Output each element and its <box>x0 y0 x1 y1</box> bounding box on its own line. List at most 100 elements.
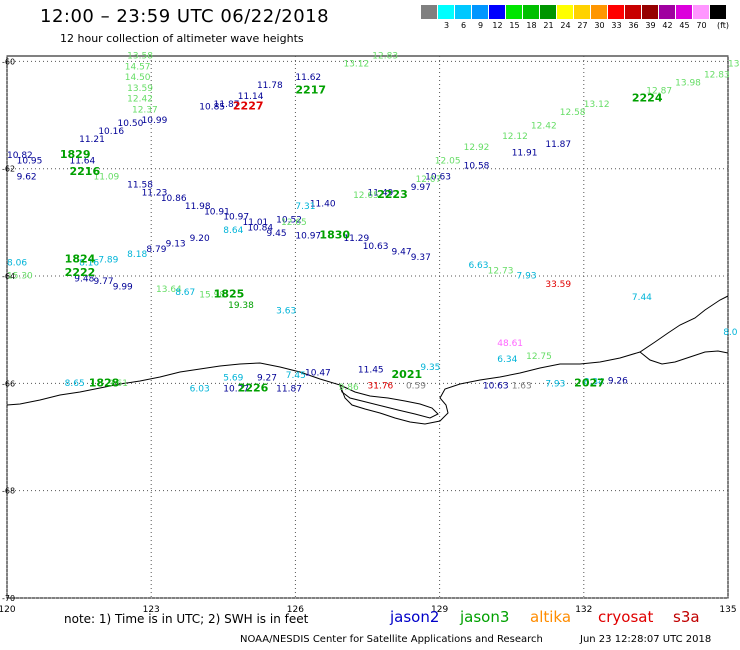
scale-cell: 9 <box>472 5 489 30</box>
swh-value: 10.50 <box>118 119 144 129</box>
swh-value: 8.16 <box>79 258 99 268</box>
track-time-label: 1824 <box>65 253 96 266</box>
swh-value: 10.52 <box>276 215 302 225</box>
scale-label: 18 <box>526 21 537 30</box>
ice-shelf-outline <box>339 384 439 419</box>
scale-swatch <box>540 5 557 19</box>
swh-value: 8.06 <box>7 258 27 268</box>
scale-swatch <box>557 5 574 19</box>
scale-swatch <box>625 5 642 19</box>
swh-value: 11.62 <box>295 73 321 83</box>
scale-label: 21 <box>543 21 554 30</box>
scale-cell: 30 <box>591 5 608 30</box>
swh-value: 12.65 <box>281 218 307 228</box>
track-time-label: 2223 <box>377 188 408 201</box>
swh-value: 8.0 <box>723 328 738 338</box>
track-time-label: 1829 <box>60 148 91 161</box>
track-time-label: 1825 <box>214 287 245 300</box>
color-scale: 3 6 9 12 15 18 21 24 27 30 33 36 39 42 45 70 <box>421 5 727 30</box>
swh-value: 10.86 <box>161 194 187 204</box>
swh-value: 11.09 <box>94 172 120 182</box>
swh-value: 12.75 <box>526 352 552 362</box>
legend-altika: altika <box>530 608 572 626</box>
scale-cell: 42 <box>659 5 676 30</box>
swh-value: 9.45 <box>267 229 287 239</box>
swh-value: 10.63 <box>363 242 389 252</box>
map-frame <box>6 55 729 599</box>
swh-value: 15.98 <box>199 290 225 300</box>
lon-tick-label: 126 <box>287 605 304 615</box>
scale-swatch <box>472 5 489 19</box>
coastline-east <box>639 350 729 365</box>
footnote: note: 1) Time is in UTC; 2) SWH is in fe… <box>64 612 309 626</box>
swh-value: 8.79 <box>146 245 166 255</box>
page-title: 12:00 – 23:59 UTC 06/22/2018 <box>40 6 330 27</box>
scale-swatch <box>710 5 727 19</box>
swh-value: 48.61 <box>497 339 523 349</box>
legend-jason2: jason2 <box>390 608 440 626</box>
swh-value: 11.23 <box>142 189 168 199</box>
swh-value: 1.63 <box>512 382 532 392</box>
lon-tick-label: 123 <box>143 605 160 615</box>
scale-cell: 33 <box>608 5 625 30</box>
scale-cell: 27 <box>574 5 591 30</box>
scale-cell <box>421 5 438 30</box>
scale-swatch <box>455 5 472 19</box>
scale-swatch <box>676 5 693 19</box>
swh-value: 9.61 <box>108 379 128 389</box>
swh-value: 0.59 <box>406 382 426 392</box>
swh-value: 5.69 <box>223 374 243 384</box>
swh-value: 13.59 <box>127 84 153 94</box>
swh-value: 12.73 <box>488 266 514 276</box>
scale-swatch <box>506 5 523 19</box>
swh-value: 10.27 <box>223 384 249 394</box>
scale-cell: 15 <box>506 5 523 30</box>
swh-value: 10.84 <box>247 223 273 233</box>
scale-label: 39 <box>645 21 656 30</box>
swh-value: 10.97 <box>295 231 321 241</box>
swh-value: 6.34 <box>497 355 517 365</box>
swh-value: 10.82 <box>7 151 33 161</box>
antarctic-coastline <box>6 295 729 425</box>
scale-swatch <box>591 5 608 19</box>
swh-value: 12.05 <box>435 156 461 166</box>
lon-tick-label: 129 <box>431 605 448 615</box>
track-time-label: 2021 <box>392 368 423 381</box>
track-time-label: 2226 <box>238 381 269 394</box>
scale-swatch <box>642 5 659 19</box>
scale-swatch <box>693 5 710 19</box>
swh-value: 10.63 <box>483 382 509 392</box>
track-time-label: 2027 <box>574 377 605 390</box>
swh-value: 11.49 <box>368 189 394 199</box>
scale-cell: 39 <box>642 5 659 30</box>
scale-cell: 45 <box>676 5 693 30</box>
scale-swatch <box>574 5 591 19</box>
swh-value: 13.58 <box>127 52 153 62</box>
swh-value: 9.27 <box>257 374 277 384</box>
scale-cell: 36 <box>625 5 642 30</box>
swh-value: 9.48 <box>74 274 94 284</box>
swh-value: 31.76 <box>368 382 394 392</box>
scale-swatch <box>489 5 506 19</box>
scale-label: 15 <box>509 21 520 30</box>
swh-value: 11.01 <box>243 218 269 228</box>
track-time-label: 2224 <box>632 92 663 105</box>
swh-value: 11.29 <box>343 234 369 244</box>
swh-value: 9.97 <box>411 183 431 193</box>
lat-tick-label: -62 <box>2 165 15 174</box>
scale-swatch <box>421 5 438 19</box>
swh-value: 15.30 <box>7 272 33 282</box>
swh-value: 12.83 <box>704 70 730 80</box>
swh-value: 14.50 <box>125 73 151 83</box>
scale-label: 30 <box>594 21 605 30</box>
scale-swatch <box>438 5 455 19</box>
lat-tick-label: -64 <box>2 272 15 281</box>
swh-value: 9.86 <box>339 383 359 393</box>
swh-value: 9.99 <box>113 282 133 292</box>
track-time-label: 2222 <box>65 266 96 279</box>
legend-cryosat: cryosat <box>598 608 654 626</box>
timestamp: Jun 23 12:28:07 UTC 2018 <box>580 634 712 645</box>
swh-value: 9.35 <box>420 363 440 373</box>
scale-label: 70 <box>696 21 707 30</box>
scale-cell: 18 <box>523 5 540 30</box>
